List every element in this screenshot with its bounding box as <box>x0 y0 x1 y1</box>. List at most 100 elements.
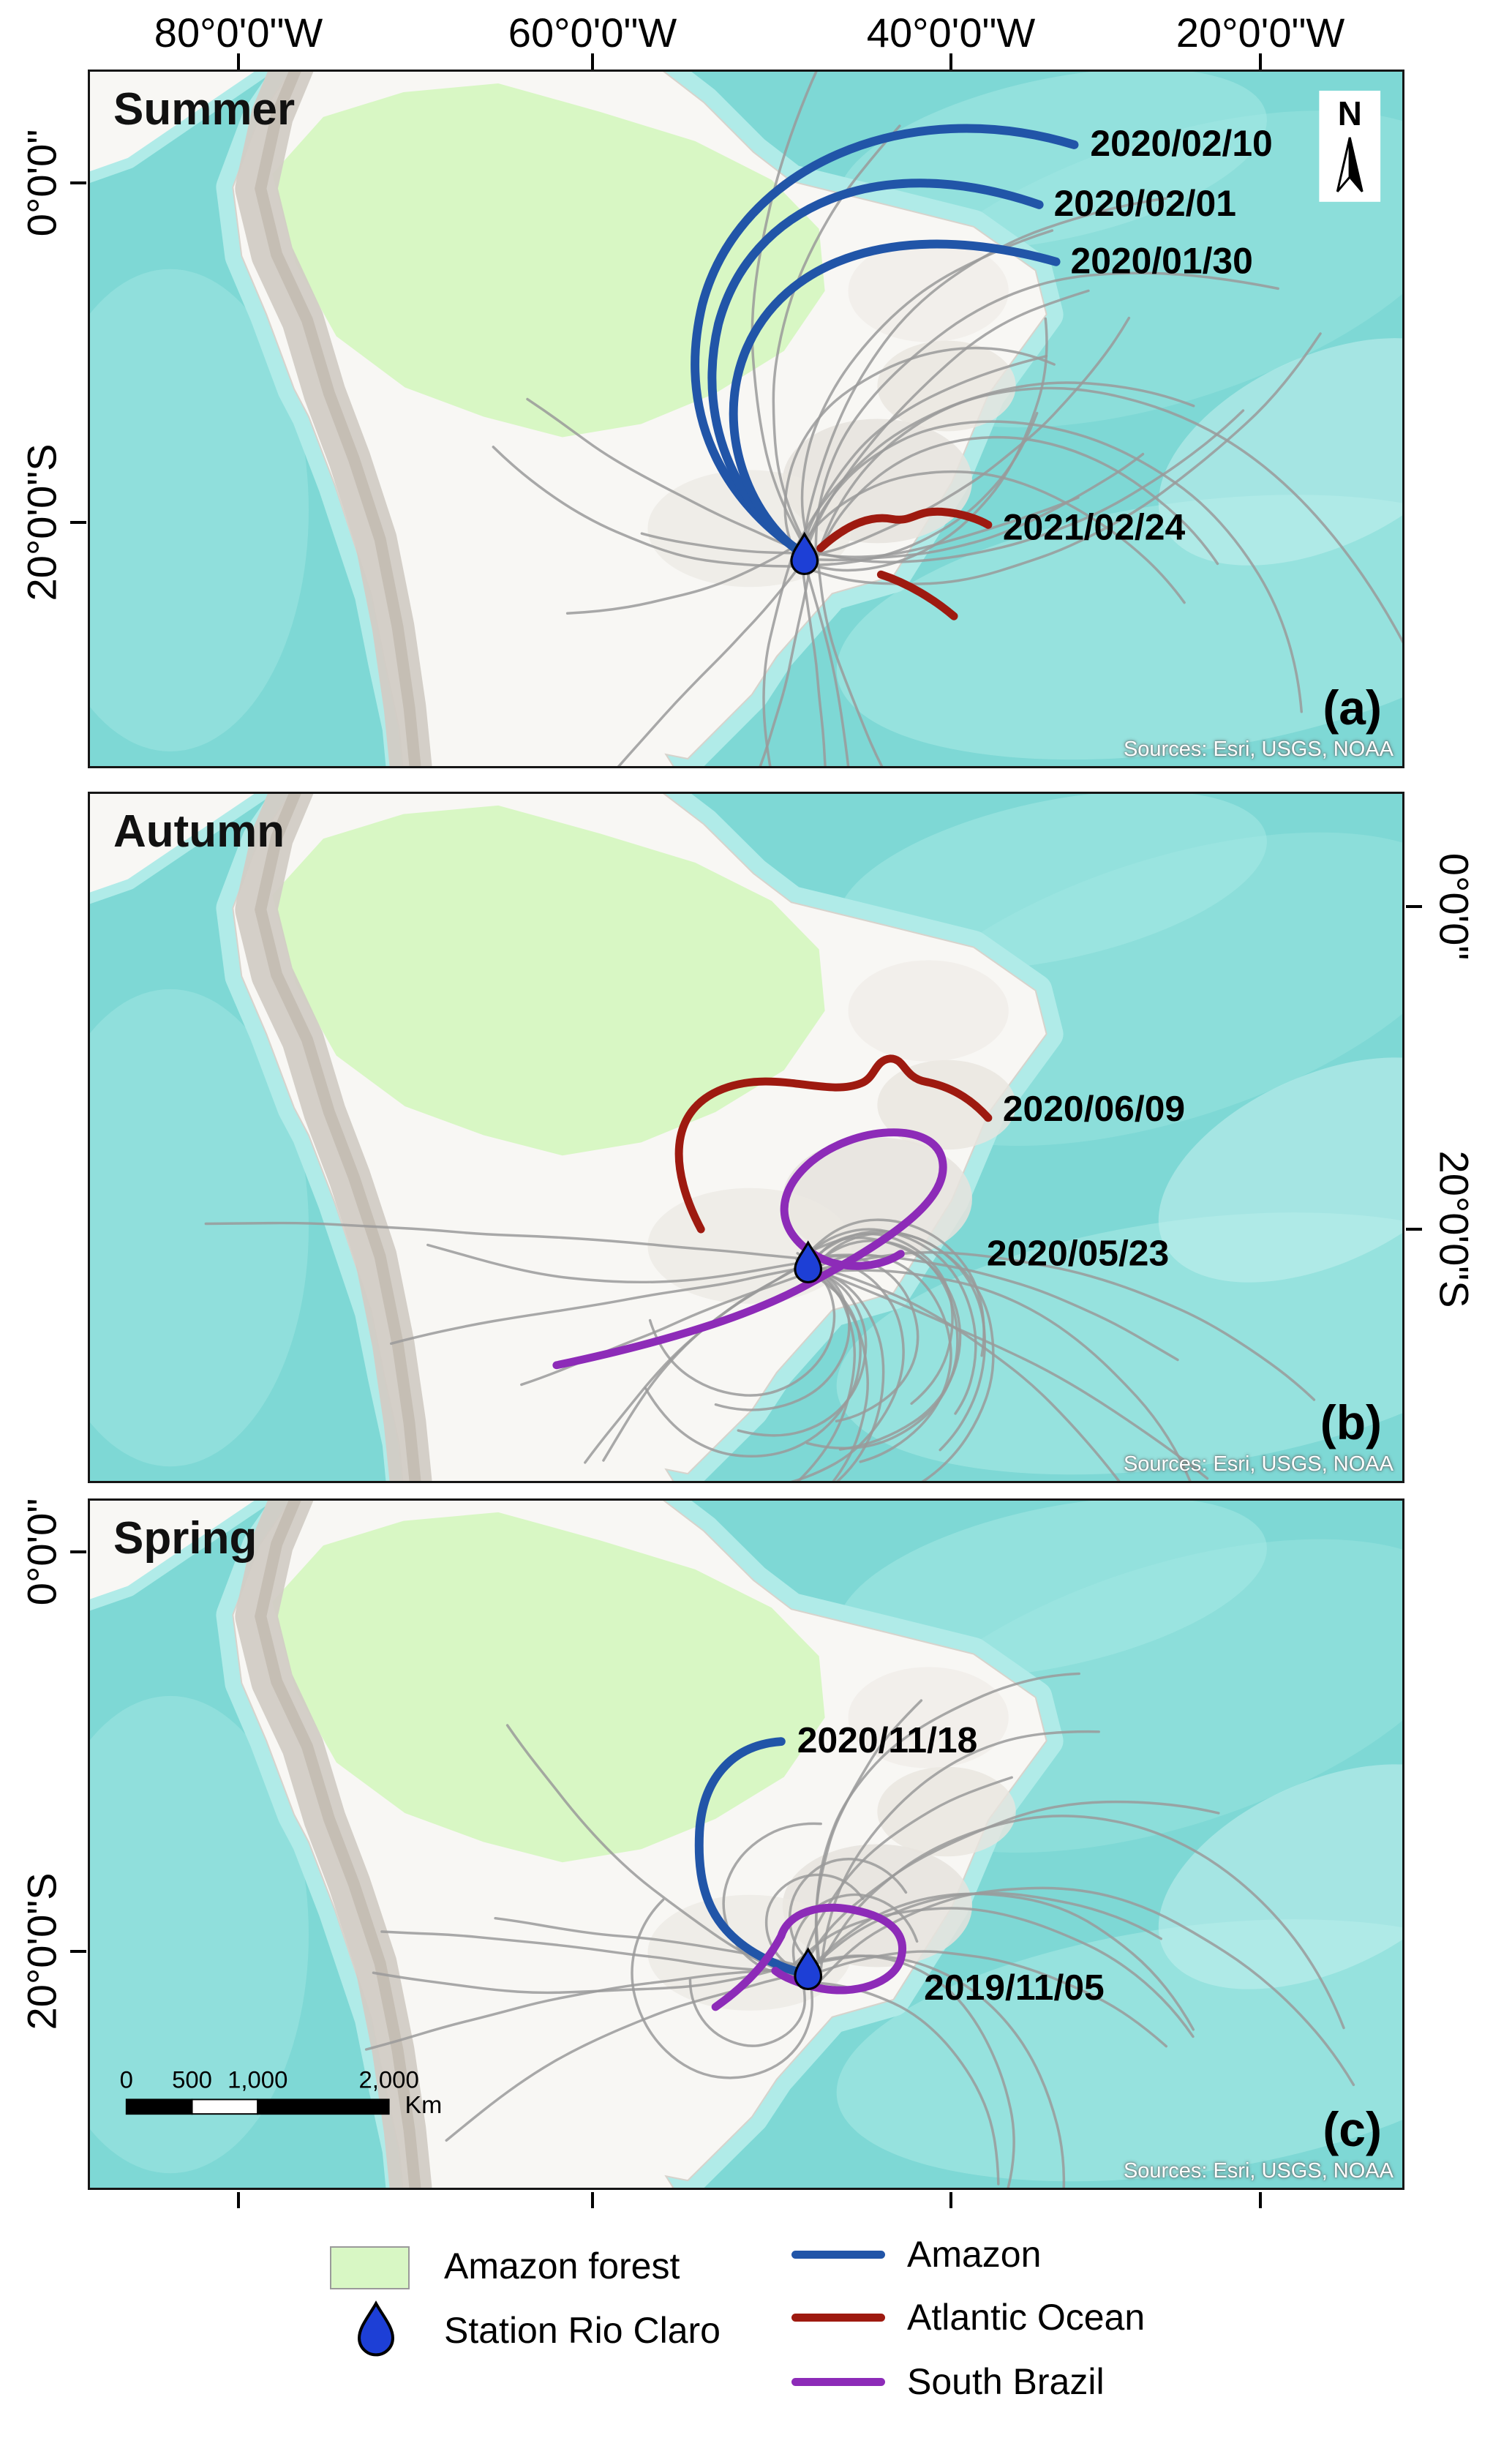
trajectory-amazon-4 <box>694 1737 810 1978</box>
axis-tick <box>1259 2192 1262 2208</box>
gray-trajectory-line <box>688 1978 806 2047</box>
trajectory-south-brazil-2 <box>711 1903 906 2011</box>
trajectory-amazon-2 <box>707 179 1044 560</box>
scale-bar-tick: 2,000 <box>358 2066 418 2093</box>
panel-title: Summer <box>113 84 296 135</box>
axis-tick <box>70 521 86 524</box>
gray-trajectories <box>204 1218 1316 1481</box>
gray-trajectory-line <box>804 1264 1209 1480</box>
gray-trajectory-line <box>799 332 1322 585</box>
axis-label-lat-0-c: 0°0'0" <box>18 1498 65 1606</box>
trajectory-date: 2020/02/10 <box>1090 123 1272 164</box>
trajectory-amazon-1 <box>691 124 1079 559</box>
gray-trajectory-line <box>819 1815 1345 2030</box>
axis-tick <box>70 1550 86 1553</box>
panel-spring: 2020/11/18 2019/11/05 0 500 1,000 2,000 … <box>88 1498 1404 2190</box>
gray-trajectory-line <box>802 197 1168 559</box>
scale-bar-segment <box>257 2098 390 2115</box>
axis-tick <box>237 2192 240 2208</box>
axis-tick <box>591 53 594 70</box>
gray-trajectory-line <box>811 435 1219 569</box>
scale-bar-tick: 1,000 <box>227 2066 287 2093</box>
axis-tick <box>1259 53 1262 70</box>
legend-label-atlantic-ocean: Atlantic Ocean <box>907 2297 1146 2338</box>
gray-trajectory-line <box>445 1966 821 2142</box>
axis-label-lat-20s-c: 20°0'0"S <box>18 1872 65 2030</box>
gray-trajectory-line <box>505 1724 818 1984</box>
axis-label-lat-0-b: 0°0'0" <box>1431 852 1478 961</box>
gray-trajectory-line <box>809 1265 885 1481</box>
station-droplet-icon <box>356 2297 396 2360</box>
trajectory-date: 2020/01/30 <box>1071 241 1253 282</box>
trajectory-atlantic-2 <box>674 1054 993 1234</box>
gray-trajectories <box>492 72 1402 766</box>
gray-trajectory-line <box>644 1275 862 1458</box>
gray-trajectory-line <box>805 1239 959 1449</box>
panel-autumn: 2020/06/09 2020/05/23 Autumn (b) Sources… <box>88 792 1404 1483</box>
legend-label-amazon: Amazon <box>907 2234 1042 2275</box>
axis-label-lat-20s-a: 20°0'0"S <box>18 443 65 601</box>
south-brazil-line-swatch <box>791 2378 885 2386</box>
legend-label-south-brazil: South Brazil <box>907 2361 1105 2402</box>
gray-trajectory-line <box>648 1264 836 1397</box>
gray-trajectory-line <box>816 1954 1066 2188</box>
axis-label-top-60w: 60°0'0"W <box>508 10 677 56</box>
gray-trajectory-line <box>764 1873 865 1974</box>
map-autumn: 2020/06/09 2020/05/23 <box>90 794 1402 1481</box>
gray-trajectory-line <box>795 1269 1192 1481</box>
gray-trajectory-line <box>815 386 1402 644</box>
axis-tick <box>949 2192 952 2208</box>
scale-bar-unit: Km <box>405 2091 443 2119</box>
gray-trajectory-line <box>762 549 796 766</box>
trajectory-date: 2021/02/24 <box>1003 506 1186 547</box>
sources-credit: Sources: Esri, USGS, NOAA <box>1123 1452 1393 1476</box>
sources-credit: Sources: Esri, USGS, NOAA <box>1123 2159 1393 2183</box>
scale-bar: 0 500 1,000 2,000 Km <box>120 2066 443 2119</box>
gray-trajectory-line <box>818 1730 1100 1984</box>
trajectory-date: 2020/02/01 <box>1054 183 1236 224</box>
gray-trajectory-line <box>204 1221 809 1261</box>
trajectory-date-labels: 2020/11/18 2019/11/05 <box>797 1719 1105 2008</box>
highlight-trajectories <box>691 124 1079 620</box>
scale-bar-tick: 0 <box>120 2066 133 2093</box>
trajectory-date: 2020/06/09 <box>1003 1088 1185 1129</box>
gray-trajectory-line <box>816 555 884 766</box>
trajectory-date: 2019/11/05 <box>924 1967 1105 2008</box>
panel-letter: (b) <box>1320 1395 1382 1449</box>
gray-trajectory-line <box>640 532 794 555</box>
axis-label-top-80w: 80°0'0"W <box>154 10 323 56</box>
axis-tick <box>70 181 86 184</box>
gray-trajectory-line <box>797 544 850 766</box>
trajectory-date: 2020/11/18 <box>797 1719 978 1760</box>
gray-trajectory-line <box>790 1256 905 1481</box>
map-spring: 2020/11/18 2019/11/05 0 500 1,000 2,000 … <box>90 1501 1402 2188</box>
gray-trajectory-line <box>804 316 1131 558</box>
sources-credit: Sources: Esri, USGS, NOAA <box>1123 738 1393 761</box>
trajectory-date: 2020/05/23 <box>987 1233 1169 1274</box>
gray-trajectory-line <box>364 1965 818 2051</box>
gray-trajectory-line <box>426 1243 821 1284</box>
trajectory-atlantic-1-segment <box>876 570 958 620</box>
gray-trajectory-line <box>805 1891 1162 1973</box>
axis-tick <box>591 2192 594 2208</box>
panel-title: Autumn <box>113 806 285 857</box>
panel-summer: 2020/02/10 2020/02/01 2020/01/30 2021/02… <box>88 70 1404 768</box>
map-summer: 2020/02/10 2020/02/01 2020/01/30 2021/02… <box>90 72 1402 766</box>
trajectory-atlantic-1 <box>816 507 993 552</box>
gray-trajectory-line <box>380 1930 805 1973</box>
gray-trajectory-line <box>714 1258 851 1411</box>
axis-label-top-20w: 20°0'0"W <box>1176 10 1345 56</box>
gray-trajectory-line <box>814 1699 923 1965</box>
gray-trajectory-line <box>794 1228 977 1415</box>
gray-trajectory-line <box>631 1898 813 2079</box>
gray-trajectory-line <box>808 409 1245 563</box>
gray-trajectory-line <box>526 397 802 552</box>
axis-tick <box>237 53 240 70</box>
gray-trajectory-line <box>759 564 812 766</box>
gray-trajectory-line <box>800 229 1054 554</box>
axis-label-lat-0-a: 0°0'0" <box>18 129 65 237</box>
legend-label-amazon-forest: Amazon forest <box>444 2246 680 2286</box>
gray-trajectory-line <box>389 1267 802 1346</box>
highlight-trajectories <box>694 1737 906 2011</box>
gray-trajectory-line <box>798 1261 1121 1481</box>
